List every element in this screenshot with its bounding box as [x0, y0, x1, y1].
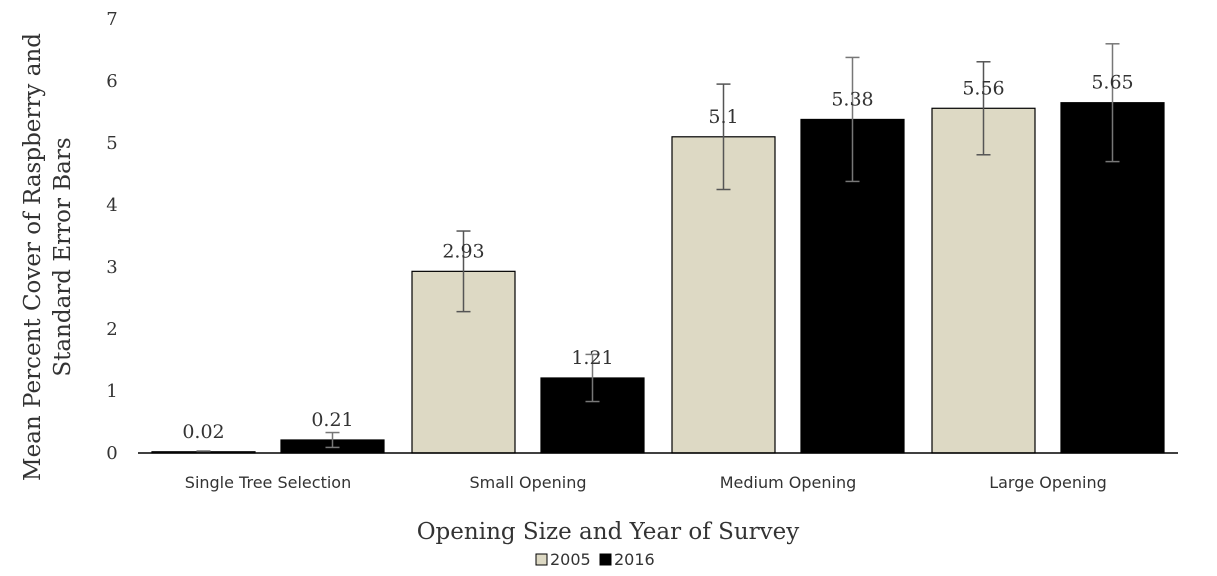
x-axis-title: Opening Size and Year of Survey	[417, 519, 800, 545]
y-tick-label: 7	[106, 9, 117, 30]
bar-2005-3	[931, 107, 1036, 454]
x-category-label: Single Tree Selection	[185, 473, 351, 492]
y-tick-label: 6	[106, 71, 117, 92]
data-label-2016-1: 1.21	[571, 347, 613, 369]
y-axis-title-line-1: Mean Percent Cover of Raspberry and	[20, 33, 46, 481]
y-tick-label: 2	[106, 319, 117, 340]
bars-group	[151, 102, 1165, 454]
legend: 2005 2016	[535, 550, 655, 569]
data-label-2005-0: 0.02	[182, 421, 224, 443]
y-axis-ticks: 0 1 2 3 4 5 6 7	[106, 9, 117, 464]
y-tick-label: 5	[106, 133, 117, 154]
y-tick-label: 4	[106, 195, 117, 216]
y-tick-label: 0	[106, 443, 117, 464]
y-axis-title-line-2: Standard Error Bars	[50, 137, 76, 376]
x-axis-category-labels: Single Tree Selection Small Opening Medium…	[185, 473, 1107, 492]
data-label-2016-3: 5.65	[1091, 72, 1133, 94]
legend-swatch-2016	[599, 553, 612, 566]
data-label-2016-2: 5.38	[831, 88, 873, 110]
data-label-2016-0: 0.21	[311, 409, 353, 431]
y-tick-label: 3	[106, 257, 117, 278]
x-category-label: Large Opening	[989, 473, 1107, 492]
legend-label-2016: 2016	[614, 550, 655, 569]
legend-label-2005: 2005	[550, 550, 591, 569]
data-label-2005-2: 5.1	[708, 106, 738, 128]
data-labels-group: 0.02 0.21 2.93 1.21 5.1 5.38 5.56 5.65	[182, 72, 1133, 443]
data-label-2005-3: 5.56	[962, 77, 1004, 99]
x-category-label: Small Opening	[470, 473, 587, 492]
data-label-2005-1: 2.93	[442, 240, 484, 262]
y-tick-label: 1	[106, 381, 117, 402]
legend-swatch-2005	[535, 553, 548, 566]
x-category-label: Medium Opening	[720, 473, 857, 492]
